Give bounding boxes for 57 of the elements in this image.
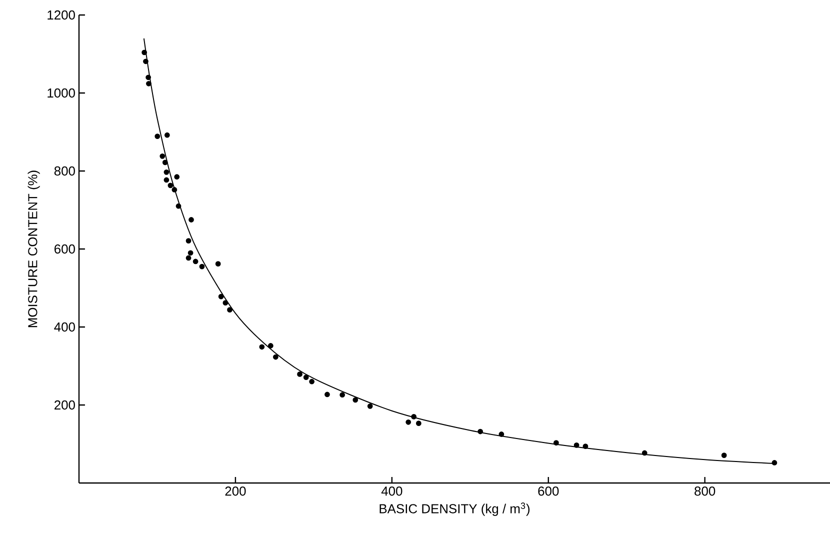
point — [222, 300, 228, 306]
y-tick-label: 1000 — [48, 88, 75, 98]
point — [272, 354, 278, 360]
point — [172, 187, 178, 192]
point — [174, 174, 180, 180]
y-tick-label: 200 — [54, 400, 75, 410]
y-axis-title: MOISTURE CONTENT (%) — [28, 170, 40, 328]
point — [188, 217, 194, 222]
point — [582, 444, 588, 450]
point — [160, 153, 166, 159]
point — [574, 442, 580, 448]
y-tick-label: 1200 — [48, 10, 75, 20]
point — [642, 450, 648, 456]
point — [309, 378, 314, 384]
x-tick-label: 800 — [694, 486, 716, 496]
point — [227, 307, 232, 313]
point — [268, 343, 274, 348]
x-tick-label: 200 — [225, 486, 246, 496]
point — [367, 403, 373, 409]
point — [340, 392, 346, 398]
point — [146, 80, 152, 86]
y-tick-label: 400 — [54, 322, 75, 332]
point — [142, 50, 148, 56]
point — [218, 294, 224, 300]
point — [176, 203, 182, 209]
point — [721, 452, 727, 458]
point — [199, 264, 205, 270]
point — [162, 160, 168, 166]
point — [554, 440, 559, 446]
point — [154, 134, 160, 139]
point — [352, 397, 358, 403]
point — [164, 169, 170, 175]
y-tick-label: 800 — [54, 166, 75, 176]
point — [168, 182, 174, 188]
point — [416, 420, 422, 426]
point — [164, 132, 170, 138]
point — [411, 414, 417, 420]
point — [192, 258, 198, 264]
point — [478, 428, 484, 434]
point — [259, 344, 265, 350]
y-tick-label: 600 — [54, 244, 75, 254]
point — [143, 58, 148, 64]
point — [406, 419, 412, 425]
point — [498, 432, 504, 437]
x-tick-label: 600 — [538, 486, 559, 496]
point — [215, 261, 221, 267]
x-axis-title: BASIC DENSITY (kg / m$^{3}$) — [380, 502, 530, 516]
point — [297, 372, 302, 377]
point — [303, 374, 309, 380]
point — [772, 460, 778, 466]
x-tick-label: 400 — [381, 486, 402, 496]
point — [146, 74, 151, 80]
point — [186, 238, 192, 244]
point — [324, 392, 330, 398]
point — [164, 177, 170, 183]
point — [186, 255, 192, 261]
point — [188, 250, 194, 256]
